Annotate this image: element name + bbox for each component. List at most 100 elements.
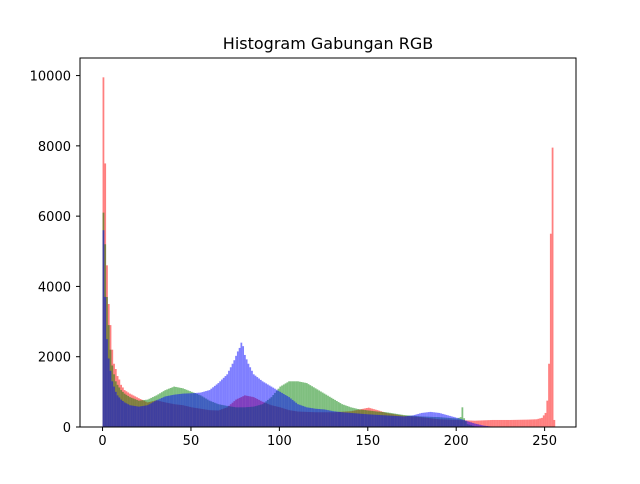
histogram-bar: [488, 420, 490, 427]
histogram-bar: [161, 398, 163, 427]
histogram-bar: [474, 423, 476, 427]
histogram-bar: [127, 404, 129, 427]
histogram-bar: [382, 415, 384, 427]
histogram-bar: [447, 415, 449, 427]
histogram-bar: [458, 418, 460, 427]
histogram-bar: [338, 412, 340, 427]
histogram-bar: [414, 415, 416, 427]
x-tick-label: 250: [532, 434, 557, 449]
histogram-bar: [366, 414, 368, 427]
histogram-bar: [154, 401, 156, 427]
histogram-bar: [345, 413, 347, 427]
histogram-bar: [493, 420, 495, 427]
histogram-bar: [428, 412, 430, 427]
histogram-bar: [104, 297, 106, 427]
histogram-bar: [285, 395, 287, 427]
histogram-bar: [486, 420, 488, 427]
histogram-bar: [536, 419, 538, 427]
histogram-bar: [339, 412, 341, 427]
histogram-bar: [244, 355, 246, 427]
histogram-bar: [145, 405, 147, 427]
histogram-bar: [465, 421, 467, 427]
histogram-bar: [362, 414, 364, 427]
histogram-bar: [506, 420, 508, 427]
histogram-bar: [297, 404, 299, 427]
histogram-bar: [237, 351, 239, 427]
histogram-bar: [286, 396, 288, 427]
histogram-bar: [435, 413, 437, 427]
histogram-bar: [416, 414, 418, 427]
histogram-bar: [433, 412, 435, 427]
histogram-bar: [279, 392, 281, 427]
histogram-bar: [440, 413, 442, 427]
histogram-bar: [490, 420, 492, 427]
histogram-bar: [507, 420, 509, 427]
histogram-bar: [267, 384, 269, 427]
histogram-bar: [373, 415, 375, 427]
histogram-bar: [520, 420, 522, 427]
histogram-bar: [548, 364, 550, 427]
histogram-bar: [368, 414, 370, 427]
histogram-bar: [398, 416, 400, 427]
histogram-bar: [126, 403, 128, 427]
histogram-bar: [336, 412, 338, 427]
y-tick-label: 0: [63, 421, 71, 436]
histogram-bar: [396, 416, 398, 427]
histogram-bar: [393, 416, 395, 427]
histogram-bar: [265, 383, 267, 427]
histogram-bar: [248, 364, 250, 427]
histogram-bar: [272, 388, 274, 427]
histogram-bar: [163, 397, 165, 427]
histogram-bar: [545, 413, 547, 427]
histogram-bar: [513, 420, 515, 427]
histogram-bar: [269, 386, 271, 427]
histogram-bar: [371, 415, 373, 427]
histogram-bar: [375, 415, 377, 427]
x-tick-label: 200: [444, 434, 469, 449]
x-tick-label: 0: [98, 434, 106, 449]
histogram-bar: [233, 360, 235, 427]
histogram-bar: [207, 391, 209, 427]
histogram-bar: [527, 420, 529, 427]
histogram-bar: [225, 376, 227, 427]
histogram-bar: [299, 405, 301, 427]
histogram-bar: [516, 420, 518, 427]
histogram-bar: [442, 414, 444, 427]
x-tick-label: 100: [267, 434, 292, 449]
histogram-bar: [502, 420, 504, 427]
histogram-bar: [324, 409, 326, 427]
histogram-bar: [113, 387, 115, 427]
histogram-bar: [255, 376, 257, 427]
histogram-bar: [281, 393, 283, 427]
histogram-bar: [387, 416, 389, 427]
histogram-bar: [469, 422, 471, 427]
histogram-bar: [256, 377, 258, 427]
histogram-bar: [515, 420, 517, 427]
histogram-bar: [260, 380, 262, 427]
histogram-bar: [377, 415, 379, 427]
histogram-bar: [124, 402, 126, 427]
histogram-bar: [444, 414, 446, 427]
histogram-bar: [276, 390, 278, 427]
y-tick-label: 6000: [38, 210, 71, 225]
histogram-bar: [311, 408, 313, 427]
histogram-bar: [550, 234, 552, 427]
histogram-bar: [263, 382, 265, 427]
histogram-bar: [209, 390, 211, 427]
histogram-bar: [497, 420, 499, 427]
histogram-bar: [133, 406, 135, 427]
histogram-bar: [456, 418, 458, 427]
histogram-bar: [202, 392, 204, 427]
y-tick-label: 2000: [38, 351, 71, 366]
histogram-bar: [509, 420, 511, 427]
histogram-bar: [355, 413, 357, 427]
histogram-bar: [462, 420, 464, 427]
histogram-bar: [292, 400, 294, 427]
histogram-bar: [221, 380, 223, 427]
histogram-bar: [463, 420, 465, 427]
y-tick-label: 8000: [38, 140, 71, 155]
histogram-bar: [421, 413, 423, 427]
histogram-bar: [546, 401, 548, 427]
histogram-bar: [278, 391, 280, 427]
histogram-bar: [499, 420, 501, 427]
